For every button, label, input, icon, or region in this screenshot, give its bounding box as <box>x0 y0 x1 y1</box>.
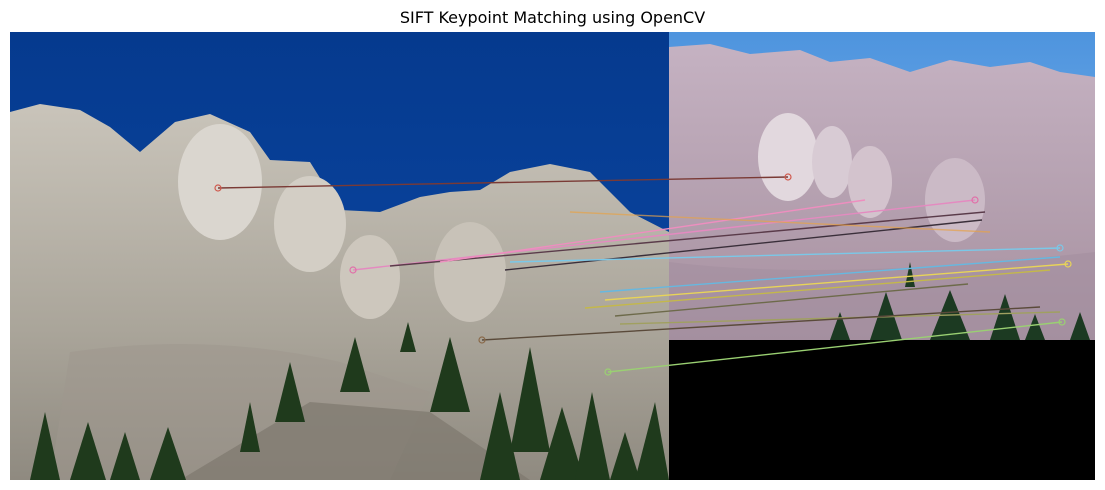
keypoints <box>214 173 1072 376</box>
jefferson-face <box>274 176 346 272</box>
keypoint <box>349 266 357 274</box>
right-jefferson-face <box>812 126 852 198</box>
left-image <box>10 32 669 480</box>
right-roosevelt-face <box>848 146 892 218</box>
keypoint <box>784 173 792 181</box>
left-trees <box>30 322 669 480</box>
keypoint <box>478 336 486 344</box>
right-washington-face <box>758 113 818 201</box>
match-line <box>569 211 991 233</box>
keypoint <box>1056 244 1064 252</box>
lincoln-face <box>434 222 506 322</box>
keypoint <box>971 196 979 204</box>
match-line <box>619 311 1061 325</box>
match-line <box>439 199 866 263</box>
keypoint <box>1064 260 1072 268</box>
keypoint <box>1058 318 1066 326</box>
keypoint <box>214 184 222 192</box>
match-lines <box>217 176 1069 373</box>
match-line <box>614 283 969 317</box>
right-image-padding <box>669 340 1095 480</box>
figure-title: SIFT Keypoint Matching using OpenCV <box>399 8 706 27</box>
match-line <box>352 199 976 271</box>
match-line <box>509 247 1061 263</box>
match-line <box>607 321 1063 373</box>
roosevelt-face <box>340 235 400 319</box>
talus-slope <box>180 402 530 480</box>
keypoint-match-canvas <box>10 32 1095 480</box>
matching-figure <box>10 32 1095 480</box>
match-line <box>389 211 986 267</box>
washington-face <box>178 124 262 240</box>
match-line <box>599 256 1061 293</box>
keypoint <box>604 368 612 376</box>
right-rock-base <box>669 252 1095 340</box>
match-line <box>584 269 1051 309</box>
match-line <box>217 176 789 189</box>
match-line <box>481 306 1041 341</box>
match-line <box>604 263 1069 301</box>
right-image <box>669 32 1095 480</box>
